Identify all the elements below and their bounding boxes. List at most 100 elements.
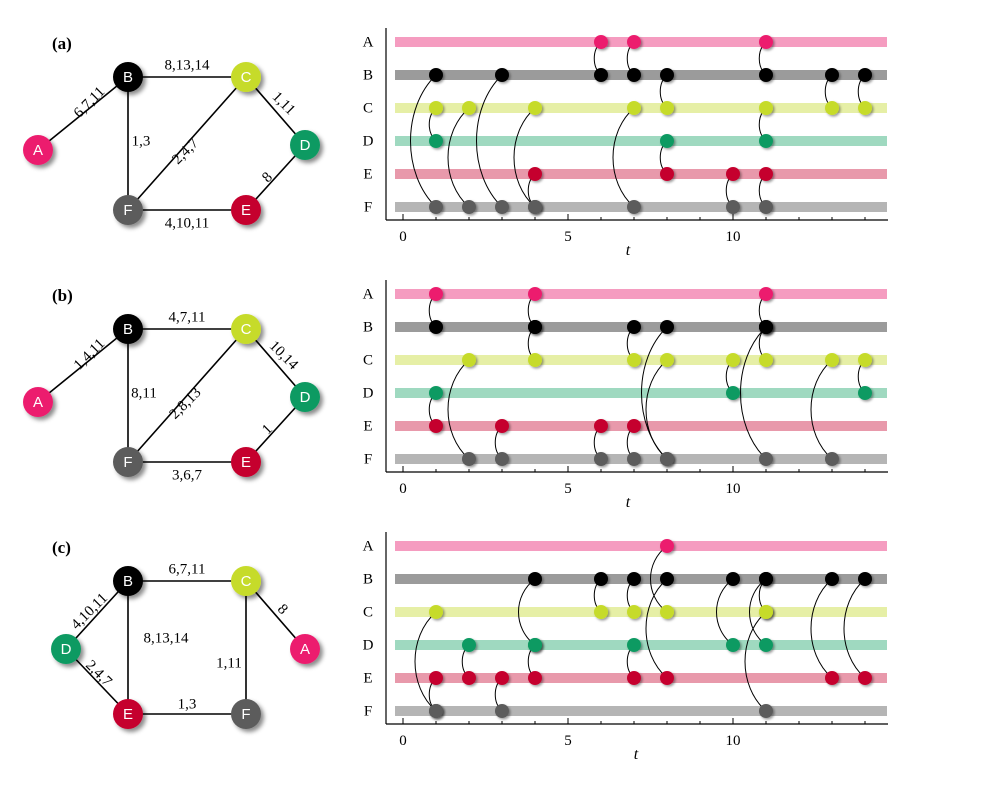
graph-node-B <box>113 566 143 596</box>
row-label-A: A <box>363 286 374 302</box>
graph-node-label: C <box>241 321 252 338</box>
contact-dot-B-t7 <box>627 68 641 82</box>
contact-dot-A-t1 <box>429 287 443 301</box>
row-label-E: E <box>363 670 372 686</box>
tick-label: 10 <box>726 229 741 245</box>
graph-node-B <box>113 62 143 92</box>
contact-dot-D-t11 <box>759 638 773 652</box>
tick-label: 10 <box>726 481 741 497</box>
graph-node-label: D <box>300 389 311 406</box>
contact-dot-D-t7 <box>627 638 641 652</box>
contact-dot-C-t7 <box>627 353 641 367</box>
contact-dot-F-t4 <box>528 200 542 214</box>
row-label-C: C <box>363 100 373 116</box>
row-label-E: E <box>363 166 372 182</box>
contact-dot-F-t3 <box>495 452 509 466</box>
contact-dot-E-t8 <box>660 167 674 181</box>
contact-dot-E-t8 <box>660 671 674 685</box>
edge-label-CF: 1,11 <box>216 655 242 671</box>
contact-arc-BE-t8 <box>645 578 668 679</box>
contact-arc-CF-t1 <box>414 611 437 712</box>
row-band-F <box>395 706 887 716</box>
contact-dot-B-t10 <box>726 572 740 586</box>
contact-dot-B-t1 <box>429 320 443 334</box>
contact-dot-B-t13 <box>825 68 839 82</box>
contact-dot-D-t14 <box>858 386 872 400</box>
contact-dot-C-t4 <box>528 353 542 367</box>
contact-dot-B-t11 <box>759 68 773 82</box>
edge-label-BE: 8,13,14 <box>144 630 190 646</box>
graph-node-C <box>231 566 261 596</box>
axis-label: t <box>626 494 631 511</box>
contact-dot-F-t11 <box>759 200 773 214</box>
row-label-A: A <box>363 34 374 50</box>
contact-dot-E-t13 <box>825 671 839 685</box>
contact-dot-B-t4 <box>528 572 542 586</box>
edge-label-DE: 1 <box>259 421 276 438</box>
edge-label-BF: 8,11 <box>131 385 157 401</box>
contact-dot-B-t13 <box>825 572 839 586</box>
edge-label-AB: 1,4,11 <box>71 336 108 373</box>
edge-label-DE: 8 <box>259 169 276 186</box>
panel-a: (a) 6,7,11 8,13,14 1,3 2,4,7 1,11 8 4,10,11 A B C D… <box>23 28 888 259</box>
edge-label-FE: 4,10,11 <box>165 215 209 231</box>
tick-label: 5 <box>564 481 572 497</box>
time-axis: 0 5 10 t <box>385 28 888 259</box>
contact-dot-B-t7 <box>627 320 641 334</box>
contact-dot-F-t10 <box>726 200 740 214</box>
row-label-B: B <box>363 571 373 587</box>
contact-dot-C-t13 <box>825 353 839 367</box>
graph-node-A <box>290 634 320 664</box>
graph-edge-AB <box>37 76 129 151</box>
row-label-F: F <box>364 451 372 467</box>
graph-node-label: C <box>241 69 252 86</box>
row-label-F: F <box>364 703 372 719</box>
contact-dot-C-t11 <box>759 101 773 115</box>
row-label-C: C <box>363 352 373 368</box>
contact-dot-D-t1 <box>429 134 443 148</box>
contact-dot-F-t6 <box>594 452 608 466</box>
contact-dot-B-t7 <box>627 572 641 586</box>
graph-node-label: A <box>300 641 310 658</box>
contact-dot-C-t14 <box>858 353 872 367</box>
contact-dot-A-t11 <box>759 35 773 49</box>
graph-node-label: F <box>241 706 250 723</box>
contact-arc-BF-t3 <box>476 74 503 208</box>
contact-dot-A-t6 <box>594 35 608 49</box>
contact-dots <box>429 287 872 466</box>
contact-dot-C-t8 <box>660 605 674 619</box>
graph-edge-CF <box>127 76 247 211</box>
graph-edge-DB <box>65 580 129 650</box>
graph-node-A <box>23 135 53 165</box>
contact-dot-F-t1 <box>429 704 443 718</box>
graph-node-B <box>113 314 143 344</box>
axis-label: t <box>634 746 639 763</box>
contact-dot-B-t11 <box>759 320 773 334</box>
graph-node-label: E <box>241 202 251 219</box>
contact-arc-CF-t2 <box>447 107 470 208</box>
contact-arc-BE-t14 <box>843 578 866 679</box>
contact-dot-D-t8 <box>660 134 674 148</box>
graph-node-C <box>231 62 261 92</box>
graph-node-label: A <box>33 394 43 411</box>
panel-label: (a) <box>52 34 72 53</box>
timeline: A B C D E F 0 5 10 t <box>363 280 888 511</box>
contact-dot-E-t4 <box>528 671 542 685</box>
contact-dot-B-t1 <box>429 68 443 82</box>
contact-dot-B-t14 <box>858 68 872 82</box>
graph-node-label: D <box>61 641 72 658</box>
contact-dot-C-t13 <box>825 101 839 115</box>
row-band-E <box>395 169 887 179</box>
edge-label-AB: 6,7,11 <box>71 84 108 121</box>
contact-dot-B-t8 <box>660 320 674 334</box>
time-axis: 0 5 10 t <box>385 280 888 511</box>
row-label-D: D <box>363 133 374 149</box>
graph-node-F <box>231 699 261 729</box>
edge-label-BC: 4,7,11 <box>169 309 206 325</box>
contact-dots <box>429 539 872 718</box>
contact-dot-E-t4 <box>528 167 542 181</box>
graph-node-label: B <box>123 573 133 590</box>
contact-dot-D-t10 <box>726 638 740 652</box>
